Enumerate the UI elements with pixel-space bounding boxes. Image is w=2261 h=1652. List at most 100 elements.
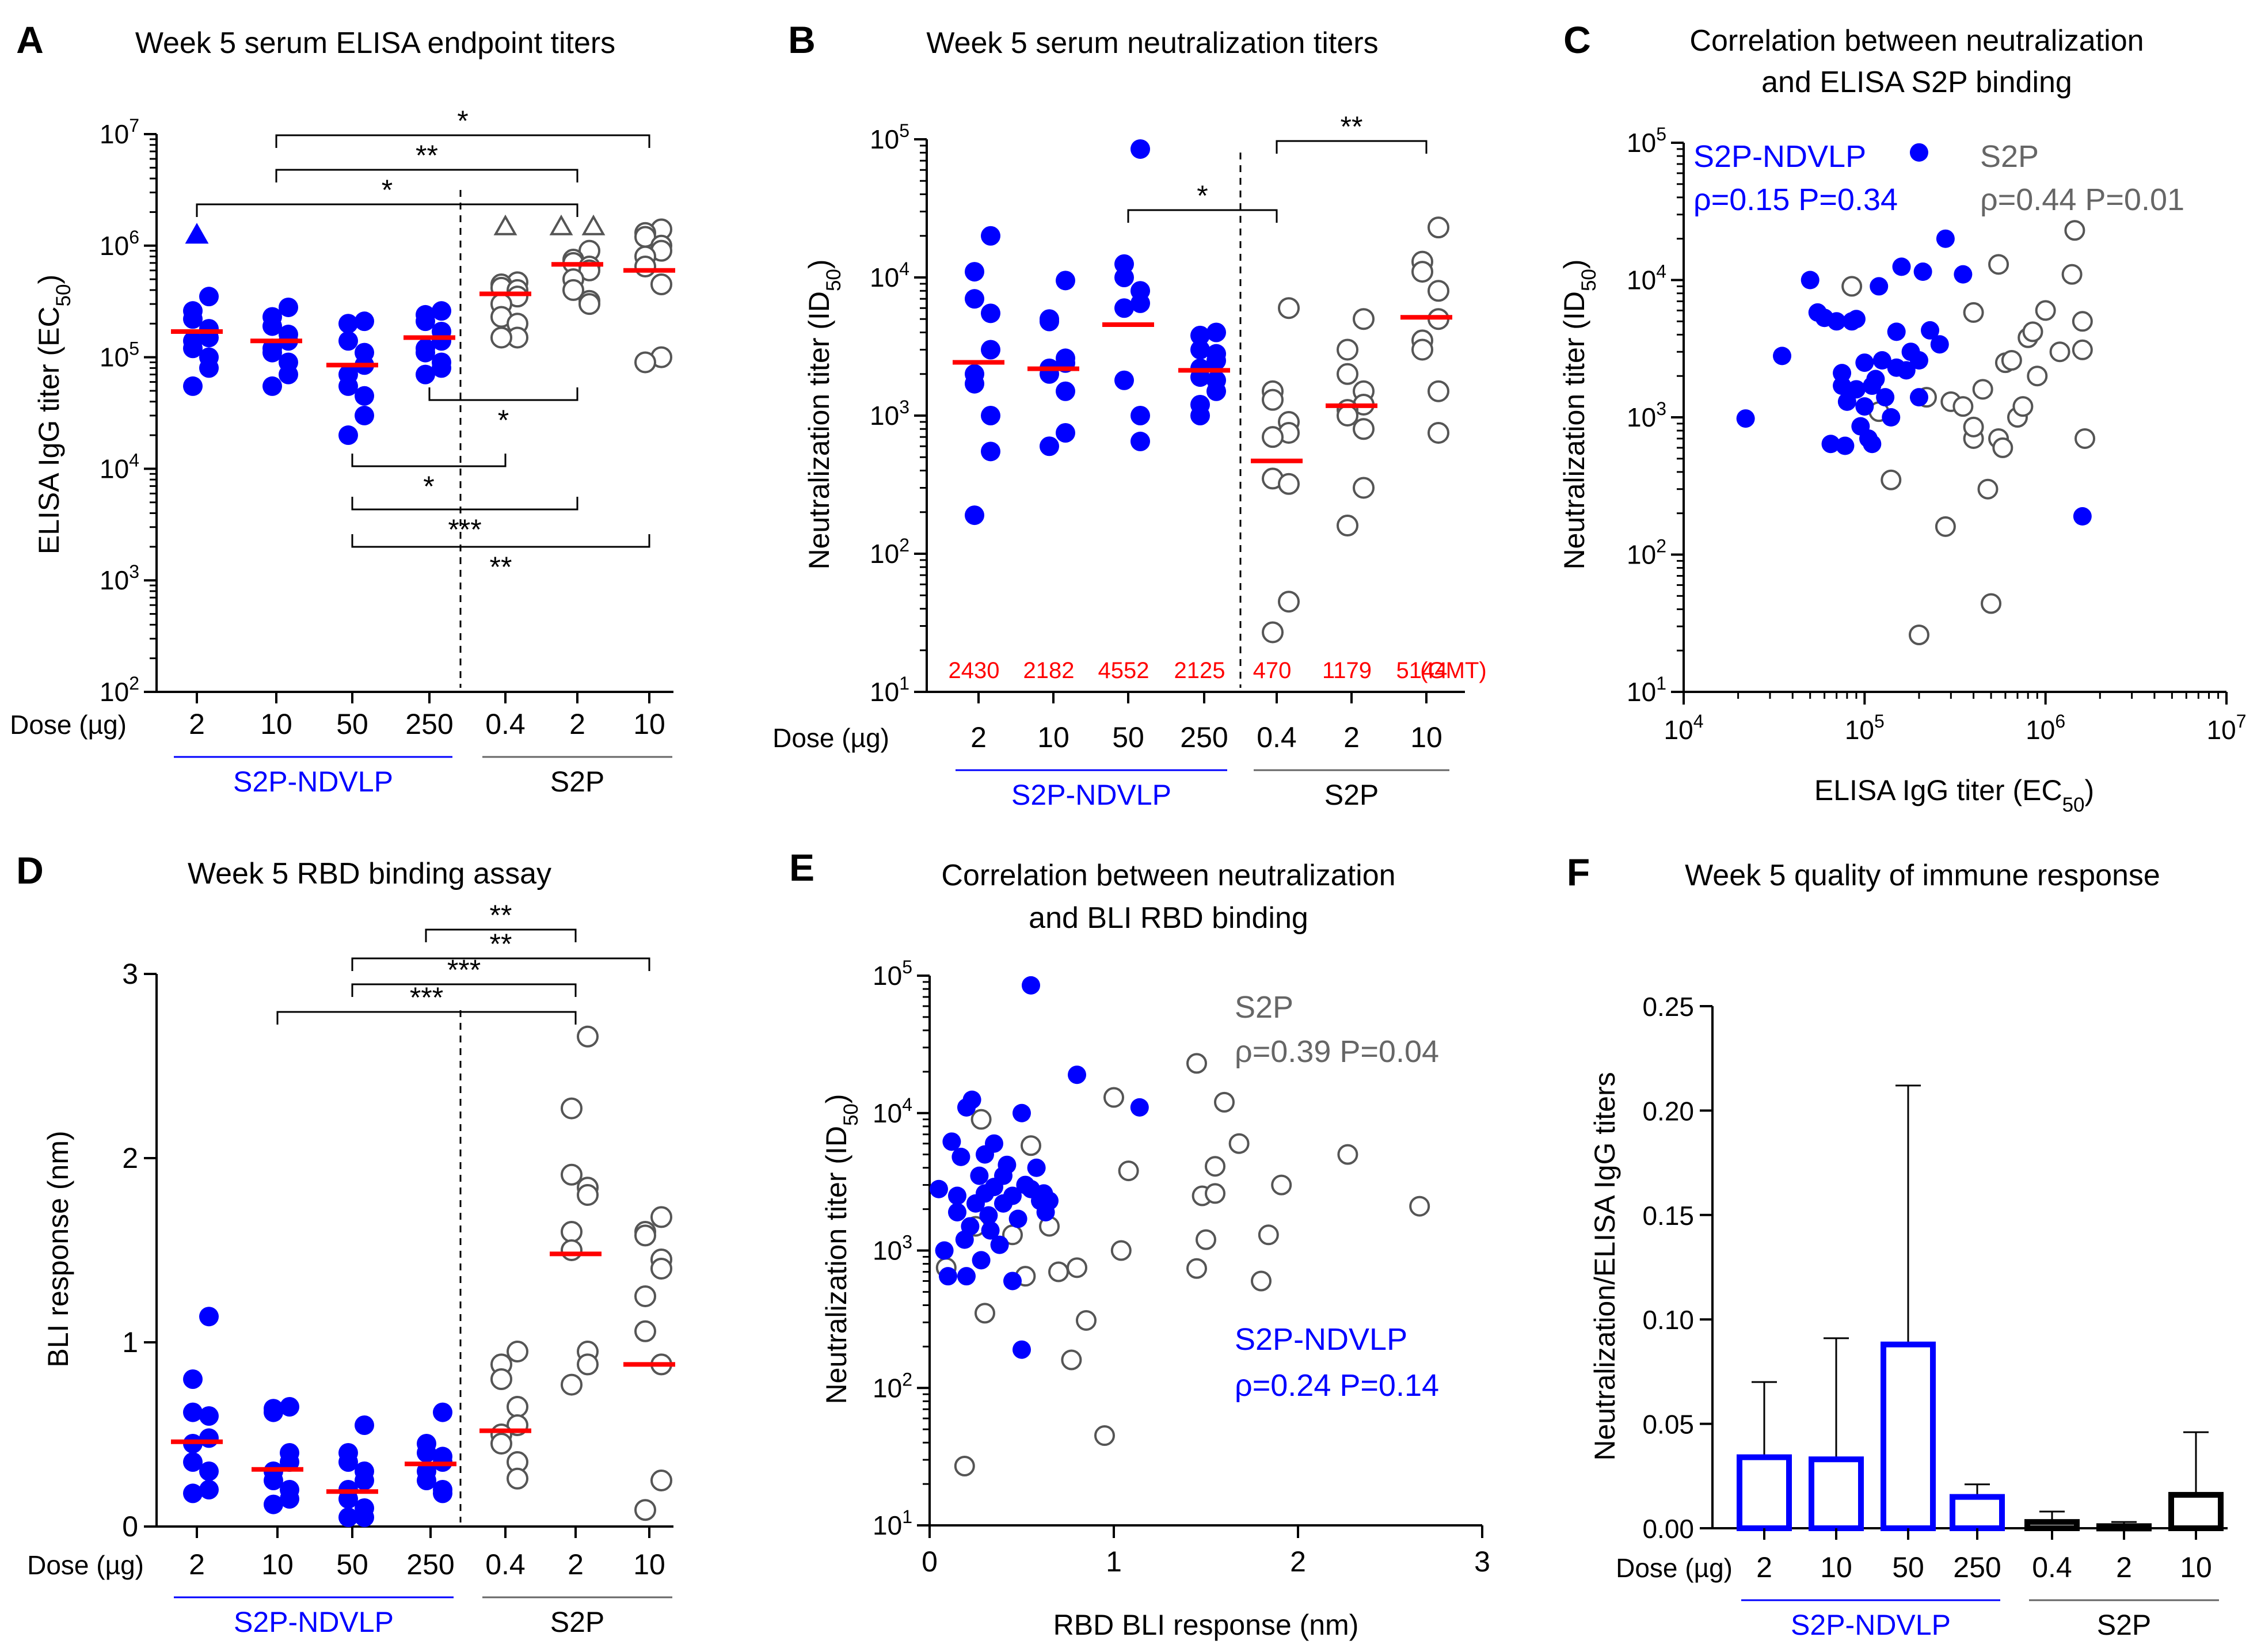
panel-d-point: [634, 1224, 656, 1247]
panel-e-y-tick-label: 105: [873, 957, 912, 991]
panel-b-point: [1428, 421, 1449, 444]
panel-c-ndvlp-point: [1892, 257, 1911, 276]
panel-d-point: [634, 1320, 656, 1342]
panel-b-point: [1353, 308, 1375, 330]
panel-c-y-tick-label: 105: [1627, 124, 1666, 158]
panel-d-point: [338, 1508, 358, 1527]
panel-d-x-tick-label: 250: [406, 1548, 454, 1581]
panel-e-ndvlp-point: [1012, 1103, 1031, 1122]
panel-d-y-tick-label: 2: [122, 1142, 138, 1174]
panel-c-y-tick-label: 103: [1627, 398, 1666, 432]
panel-a-x-tick-label: 250: [405, 708, 453, 740]
panel-e-ndvlp-point: [962, 1090, 981, 1109]
panel-d-point: [280, 1489, 299, 1509]
panel-e-s2p-point: [1048, 1261, 1069, 1282]
panel-b-point: [1428, 380, 1449, 402]
panel-d-point: [199, 1307, 219, 1327]
panel-d-point: [490, 1433, 512, 1455]
panel-d-significance-bracket: [276, 1011, 577, 1025]
panel-e-s2p-point: [1258, 1224, 1279, 1246]
panel-d-point: [183, 1483, 203, 1503]
panel-d-point: [417, 1443, 436, 1463]
panel-b-point: [981, 441, 1000, 462]
panel-b-point: [981, 406, 1000, 425]
panel-c-s2p-point: [1988, 254, 2009, 275]
panel-e-stat-ndvlp: ρ=0.24 P=0.14: [1235, 1368, 1439, 1403]
panel-a-y-tick-label: 107: [100, 115, 139, 149]
panel-c-ndvlp-point: [1930, 335, 1949, 354]
panel-d-point: [183, 1452, 203, 1472]
panel-d-x-tick-label: 10: [261, 1548, 294, 1581]
panel-e-y-tick-label: 104: [873, 1094, 912, 1128]
panel-a-point: [279, 297, 298, 317]
panel-a-point: [490, 326, 512, 349]
panel-d-point: [417, 1471, 436, 1490]
panel-e-ndvlp-point: [957, 1267, 976, 1286]
panel-e-x-tick-label: 3: [1474, 1546, 1490, 1578]
panel-c-s2p-point: [1841, 276, 1863, 297]
panel-e-legend-s2p: S2P: [1235, 990, 1293, 1025]
panel-c-ndvlp-point: [1821, 435, 1840, 454]
panel-c-s2p-point: [2001, 350, 2022, 371]
panel-d-point: [634, 1499, 656, 1521]
panel-e-s2p-point: [1196, 1229, 1216, 1250]
panel-d-y-tick-label: 1: [122, 1326, 138, 1358]
panel-f-bar: [1809, 1456, 1864, 1531]
panel-f-title: Week 5 quality of immune response: [1685, 859, 2160, 892]
panel-a-point: [416, 311, 435, 332]
panel-a-dose-axis-label: Dose (µg): [10, 710, 127, 740]
panel-a-point: [338, 425, 358, 446]
panel-b-dose-axis-label: Dose (µg): [772, 723, 889, 753]
panel-b-x-tick-label: 50: [1112, 721, 1144, 753]
panel-b-point: [1056, 422, 1075, 443]
panel-e-ndvlp-point: [981, 1221, 1000, 1240]
panel-c-ndvlp-point: [2073, 507, 2092, 526]
panel-a-x-tick-label: 10: [633, 708, 665, 740]
panel-e-s2p-point: [1118, 1160, 1139, 1182]
panel-b-point: [1056, 381, 1075, 401]
panel-a-point: [262, 376, 282, 396]
panel-f-x-tick-label: 50: [1892, 1551, 1924, 1584]
panel-b-y-tick-label: 103: [870, 397, 909, 431]
panel-b-y-axis-label: Neutralization titer (ID50): [803, 259, 845, 569]
panel-f-x-tick-label: 2: [2116, 1551, 2132, 1584]
panel-b-point: [965, 289, 984, 309]
panel-e-s2p-point: [1067, 1257, 1087, 1278]
panel-c-s2p-point: [1881, 469, 1902, 490]
panel-a-point: [338, 376, 358, 396]
panel-e-s2p-point: [1061, 1349, 1082, 1371]
panel-d-group-label-s2p: S2P: [550, 1606, 605, 1638]
panel-b-gmt-label: 4552: [1098, 658, 1149, 683]
panel-e-ndvlp-point: [951, 1147, 970, 1166]
panel-b-gmt-label: 2125: [1174, 658, 1225, 683]
panel-c-ndvlp-point: [1954, 265, 1973, 284]
panel-c-s2p-point: [1981, 593, 2002, 614]
panel-b-point: [1353, 418, 1375, 440]
panel-e-ndvlp-point: [1068, 1065, 1086, 1084]
panel-b-point: [1278, 473, 1300, 495]
panel-b-y-tick-label: 105: [870, 120, 909, 154]
panel-e-ndvlp-point: [970, 1166, 989, 1185]
panel-e-ndvlp-point: [1022, 976, 1040, 995]
panel-d-group-label-ndvlp: S2P-NDVLP: [234, 1606, 394, 1638]
panel-a-y-tick-label: 102: [100, 673, 139, 707]
panel-c-s2p-point: [2022, 321, 2043, 342]
panel-d-point: [338, 1489, 358, 1509]
panel-d-x-tick-label: 50: [336, 1548, 368, 1581]
panel-b-point: [1130, 406, 1150, 425]
panel-e-s2p-point: [1094, 1425, 1115, 1447]
panel-d-point: [561, 1221, 583, 1243]
panel-e-y-tick-label: 102: [873, 1369, 912, 1403]
panel-e-x-axis-label: RBD BLI response (nm): [1053, 1609, 1359, 1641]
panel-a-point: [262, 316, 282, 336]
panel-c-ndvlp-point: [1847, 310, 1866, 329]
panel-c-s2p-point: [1992, 437, 2013, 458]
panel-d-y-tick-label: 0: [122, 1510, 138, 1543]
panel-a-point: [199, 287, 219, 307]
panel-d-point: [280, 1452, 299, 1472]
panel-c-s2p-point: [2075, 428, 2096, 449]
panel-c-ndvlp-point: [1847, 380, 1866, 399]
panel-a-above-limit-marker: [549, 214, 573, 235]
panel-a-point: [183, 309, 203, 329]
